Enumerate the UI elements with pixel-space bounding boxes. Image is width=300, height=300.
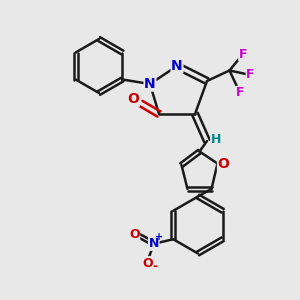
Text: F: F — [246, 68, 255, 82]
Text: N: N — [171, 59, 183, 73]
Text: O: O — [128, 92, 140, 106]
Text: O: O — [218, 157, 230, 170]
Text: -: - — [153, 260, 158, 273]
Text: +: + — [155, 232, 163, 242]
Text: N: N — [148, 237, 159, 250]
Text: O: O — [142, 257, 153, 270]
Text: F: F — [236, 86, 244, 100]
Text: H: H — [211, 133, 221, 146]
Text: N: N — [144, 77, 156, 91]
Text: F: F — [239, 47, 247, 61]
Text: O: O — [129, 228, 140, 241]
